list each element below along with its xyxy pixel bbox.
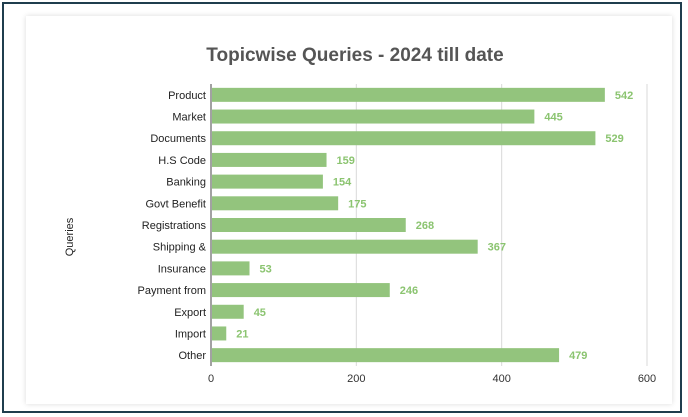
data-label: 53 [260,263,272,275]
bar [212,131,596,146]
data-label: 154 [333,177,352,189]
category-label: Shipping & [153,242,207,254]
bar [212,239,478,254]
category-label: Other [178,350,206,362]
x-tick-label: 600 [638,373,656,385]
bar [212,174,323,189]
data-label: 159 [337,155,355,167]
bar [212,109,535,124]
x-tick-label: 200 [347,373,365,385]
bar [212,283,390,298]
category-label: Govt Benefit [145,198,206,210]
category-label: Registrations [142,220,207,232]
data-label: 45 [254,307,266,319]
category-label: Product [168,90,206,102]
bar [212,152,327,167]
category-label: Insurance [158,263,206,275]
data-label: 21 [236,328,248,340]
data-label: 367 [488,242,506,254]
data-label: 529 [605,133,623,145]
x-tick-label: 0 [208,373,214,385]
category-label: Documents [150,133,206,145]
data-labels: 542 445 529 159 154 175 268 367 53 246 45 21 479 [236,90,633,362]
bar [212,218,406,232]
y-axis-label: Queries [64,217,76,256]
x-tick-labels: 0 200 400 600 [208,373,656,385]
category-label: H.S Code [158,155,206,167]
data-label: 445 [544,112,562,124]
data-label: 542 [615,90,633,102]
bar [212,304,244,319]
chart-frame: Topicwise Queries - 2024 till date Produ… [2,2,682,413]
data-label: 246 [400,285,418,297]
bar-chart: Topicwise Queries - 2024 till date Produ… [64,45,656,385]
category-label: Market [172,112,206,124]
category-label: Banking [166,177,206,189]
bar [212,326,227,341]
data-label: 175 [348,198,366,210]
x-tick-label: 400 [492,373,510,385]
chart-title: Topicwise Queries - 2024 till date [206,45,503,66]
data-label: 479 [569,350,587,362]
bar [212,87,605,102]
category-label: Export [174,307,206,319]
bar [212,348,560,363]
category-label: Import [175,328,206,340]
bars [212,87,605,363]
category-labels: Product Market Documents H.S Code Banking Gov… [138,90,207,362]
bar [212,196,339,211]
data-label: 268 [416,220,434,232]
chart-card [26,16,672,404]
category-label: Payment from [138,285,206,297]
bar [212,261,250,276]
